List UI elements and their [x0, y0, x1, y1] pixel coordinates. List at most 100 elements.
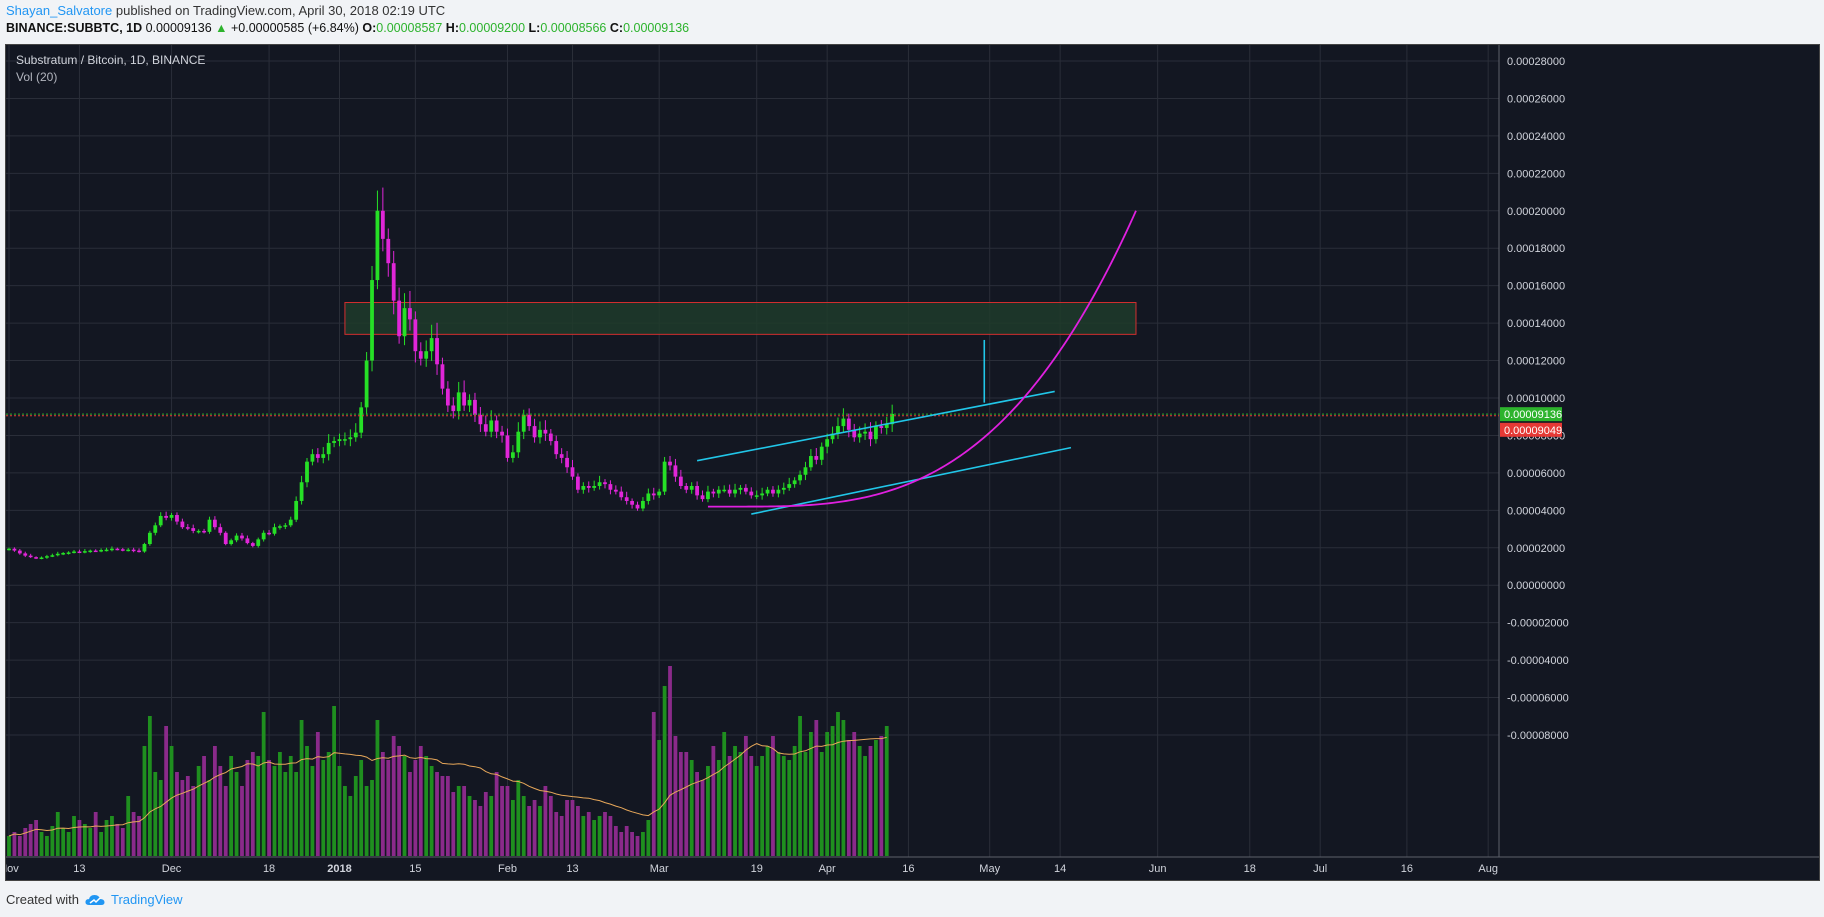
y-tick-label: -0.00006000 [1507, 693, 1569, 705]
candle-body [743, 487, 748, 492]
volume-bar [391, 736, 396, 856]
volume-bar [256, 756, 261, 856]
candle-body [592, 485, 597, 488]
x-tick-label: 14 [1054, 863, 1066, 875]
candle-body [261, 532, 266, 540]
volume-bar [711, 746, 716, 856]
x-tick-label: Apr [819, 863, 836, 875]
candle-body [229, 540, 234, 545]
x-tick-label: May [979, 863, 1000, 875]
volume-bar [288, 756, 293, 856]
candle-body [348, 437, 353, 440]
volume-bar [250, 752, 255, 856]
volume-bar [608, 816, 613, 856]
candle-body [397, 300, 402, 337]
volume-bar [115, 824, 120, 856]
candle-body [456, 392, 461, 412]
volume-bar [841, 720, 846, 856]
candle-body [841, 418, 846, 427]
volume-bar [516, 780, 521, 856]
candle-body [55, 553, 60, 556]
volume-bar [364, 786, 369, 856]
candle-body [716, 489, 721, 494]
author-link[interactable]: Shayan_Salvatore [6, 3, 113, 18]
volume-bar [126, 796, 131, 856]
candle-body [559, 454, 564, 458]
volume-bar [278, 752, 282, 856]
volume-bar [229, 756, 234, 856]
y-tick-label: -0.00002000 [1507, 618, 1569, 630]
candle-body [630, 500, 634, 505]
x-tick-label: Jul [1313, 863, 1327, 875]
candle-body [570, 467, 575, 477]
candle-body [196, 530, 201, 533]
candle-body [500, 431, 504, 436]
candle-body [343, 439, 347, 441]
candle-body [478, 414, 483, 425]
volume-bar [792, 746, 797, 856]
candle-body [532, 426, 537, 438]
x-tick-label: 19 [751, 863, 763, 875]
candle-body [207, 519, 212, 532]
candle-body [315, 454, 320, 458]
volume-bar [722, 732, 727, 856]
candle-body [516, 431, 521, 453]
candle-body [137, 550, 141, 553]
volume-bar [592, 820, 597, 856]
volume-bar [771, 736, 775, 856]
candle-body [641, 500, 645, 509]
volume-bar [169, 746, 174, 856]
candle-body [278, 526, 282, 528]
volume-bar [332, 706, 336, 856]
volume-bar [88, 828, 93, 856]
volume-bar [733, 746, 737, 856]
volume-bar [17, 836, 22, 856]
candle-body [754, 495, 759, 497]
candle-body [17, 550, 22, 554]
volume-bar [370, 780, 374, 856]
volume-bar [110, 816, 114, 856]
candle-body [597, 482, 602, 486]
volume-bar [72, 816, 76, 856]
lower-trendline [751, 446, 1072, 515]
y-tick-label: 0.00002000 [1507, 543, 1565, 555]
volume-bar [456, 786, 461, 856]
price-chart[interactable]: 0.00028000 0.00026000 0.00024000 0.00022000… [6, 45, 1819, 880]
candle-body [879, 426, 884, 428]
tradingview-link[interactable]: TradingView [85, 892, 183, 907]
candle-body [483, 424, 488, 432]
y-tick-label: -0.00004000 [1507, 655, 1569, 667]
volume-bar [191, 786, 196, 856]
volume-bar [727, 756, 732, 856]
candle-body [874, 426, 878, 440]
volume-bar [857, 746, 862, 856]
high-value: 0.00009200 [459, 21, 526, 35]
candle-body [408, 308, 412, 320]
volume-bar [321, 760, 326, 856]
candle-body [147, 532, 152, 545]
candle-body [418, 351, 423, 359]
candle-body [646, 493, 651, 501]
candle-body [857, 433, 862, 438]
volume-bar [137, 816, 141, 856]
candle-body [23, 553, 28, 556]
candle-body [34, 557, 38, 559]
volume-bar [874, 740, 878, 856]
candle-body [283, 525, 288, 527]
volume-bar [668, 666, 672, 856]
candle-body [202, 530, 206, 533]
y-tick-label: 0.00024000 [1507, 131, 1565, 143]
candle-body [846, 418, 851, 430]
chart-panel[interactable]: 0.00028000 0.00026000 0.00024000 0.00022000… [5, 44, 1820, 881]
volume-bar [521, 796, 526, 856]
candle-body [82, 551, 87, 553]
volume-bar [294, 772, 299, 856]
volume-bar [716, 760, 721, 856]
volume-bar [884, 726, 889, 856]
volume-bar [196, 766, 201, 856]
volume-bar [272, 766, 277, 856]
volume-bar [825, 732, 830, 856]
volume-bar [819, 752, 824, 856]
candle-body [66, 552, 71, 554]
y-tick-label: 0.00026000 [1507, 93, 1565, 105]
